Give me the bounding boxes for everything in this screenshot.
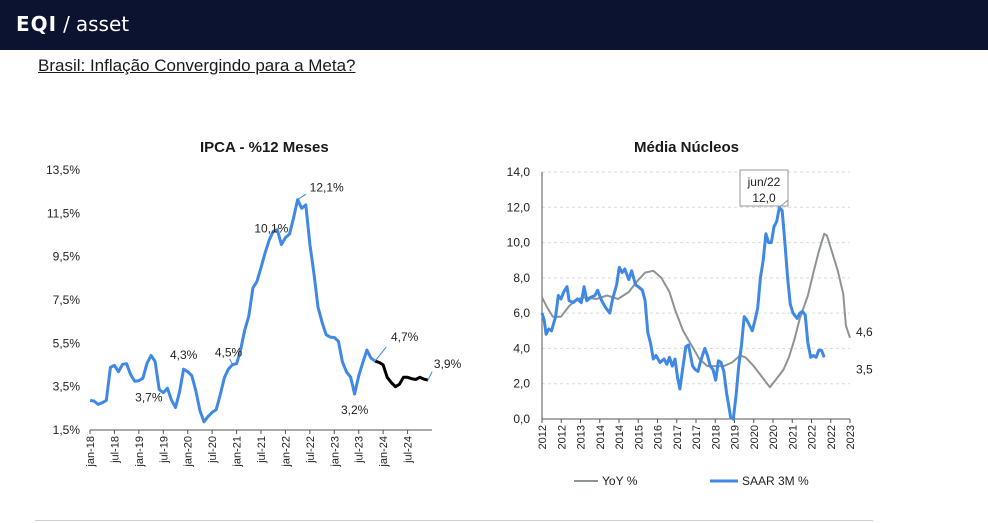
x-tick-label: 2022: [807, 425, 819, 449]
x-tick-label: jul-21: [256, 436, 268, 464]
x-tick-label: 2012: [556, 425, 568, 449]
y-tick-label: 0,0: [513, 412, 530, 426]
data-annotation: 3,7%: [135, 390, 163, 404]
y-tick-label: 4,0: [513, 341, 530, 355]
x-tick-label: 2022: [826, 425, 838, 449]
legend-label-saar: SAAR 3M %: [742, 474, 809, 488]
x-tick-label: 2017: [672, 425, 684, 449]
header-bar: EQI / asset: [0, 0, 988, 50]
x-tick-label: 2014: [595, 425, 607, 449]
x-tick-label: jul-23: [354, 436, 366, 464]
x-tick-label: 2021: [787, 425, 799, 449]
x-tick-label: jan-22: [280, 436, 292, 468]
x-tick-label: 2020: [749, 425, 761, 449]
peak-callout-box: [739, 169, 789, 207]
annotation-leader: [427, 371, 433, 381]
yoy-series-line: [541, 232, 851, 389]
y-tick-label: 7,5%: [53, 293, 81, 307]
y-tick-label: 3,5%: [53, 380, 81, 394]
chart-title-ipca: IPCA - %12 Meses: [200, 139, 329, 156]
x-tick-label: 2016: [653, 425, 665, 449]
x-tick-label: 2015: [633, 425, 645, 449]
x-tick-label: jan-19: [134, 436, 146, 468]
peak-callout-leader: [779, 199, 789, 208]
x-tick-label: jul-20: [207, 436, 219, 464]
logo-suffix: asset: [75, 12, 130, 36]
y-tick-label: 14,0: [507, 165, 531, 179]
x-tick-label: jul-19: [158, 436, 170, 464]
x-tick-label: 2013: [576, 425, 588, 449]
x-tick-label: jan-20: [183, 436, 195, 468]
legend-label-yoy: YoY %: [602, 474, 638, 488]
ipca-forecast-line: [374, 359, 429, 389]
x-tick-label: 2018: [710, 425, 722, 449]
saar-series-line: [540, 205, 826, 421]
logo-separator: /: [63, 12, 70, 36]
x-tick-label: jan-18: [85, 436, 97, 468]
y-tick-label: 9,5%: [53, 250, 81, 264]
annotation-leader: [297, 193, 307, 201]
y-tick-label: 6,0: [513, 306, 530, 320]
end-label-saar: 3,5: [856, 362, 873, 376]
ipca-series-line: [89, 198, 376, 424]
data-annotation: 10,1%: [254, 222, 288, 236]
x-tick-label: 2020: [768, 425, 780, 449]
x-tick-label: 2017: [691, 425, 703, 449]
y-tick-label: 12,0: [507, 200, 531, 214]
brand-logo: EQI / asset: [16, 10, 129, 38]
x-tick-label: 2019: [730, 425, 742, 449]
x-tick-label: 2012: [537, 425, 549, 449]
y-tick-label: 8,0: [513, 271, 530, 285]
x-tick-label: jan-23: [329, 436, 341, 468]
peak-callout-label: jun/22: [747, 175, 781, 189]
logo-brand: EQI: [16, 12, 58, 36]
x-tick-label: jul-22: [305, 436, 317, 464]
data-annotation: 4,7%: [391, 330, 419, 344]
data-annotation: 12,1%: [310, 181, 344, 195]
chart-title-nucleos: Média Núcleos: [634, 139, 740, 156]
data-annotation: 4,5%: [215, 346, 243, 360]
x-tick-label: jul-24: [403, 436, 415, 464]
x-tick-label: 2023: [845, 425, 857, 449]
y-tick-label: 2,0: [513, 377, 530, 391]
bottom-divider: [35, 520, 873, 521]
page-subtitle: Brasil: Inflação Convergindo para a Meta…: [38, 56, 356, 75]
data-annotation: 3,9%: [434, 357, 462, 371]
data-annotation: 3,2%: [341, 403, 369, 417]
y-tick-label: 10,0: [507, 236, 531, 250]
x-tick-label: 2014: [614, 425, 626, 449]
peak-callout-value: 12,0: [752, 191, 776, 205]
annotation-leader: [229, 358, 233, 365]
x-tick-label: jul-18: [109, 436, 121, 464]
y-tick-label: 1,5%: [53, 423, 81, 437]
y-tick-label: 13,5%: [46, 163, 80, 177]
ipca-chart: 1,5% 3,5% 5,5% 7,5% 9,5% 11,5% 13,5% jan-18 jul-…: [46, 163, 462, 468]
end-label-yoy: 4,6: [856, 325, 873, 339]
annotation-leader: [374, 346, 387, 362]
y-tick-label: 5,5%: [53, 336, 81, 350]
x-tick-label: jan-21: [232, 436, 244, 468]
x-tick-label: jan-24: [378, 436, 390, 468]
data-annotation: 4,3%: [170, 348, 198, 362]
y-tick-label: 11,5%: [47, 206, 80, 220]
nucleos-chart: 0,0 2,0 4,0 6,0 8,0 10,0 12,0 14,0 2012 2012 2013 2…: [507, 165, 873, 488]
